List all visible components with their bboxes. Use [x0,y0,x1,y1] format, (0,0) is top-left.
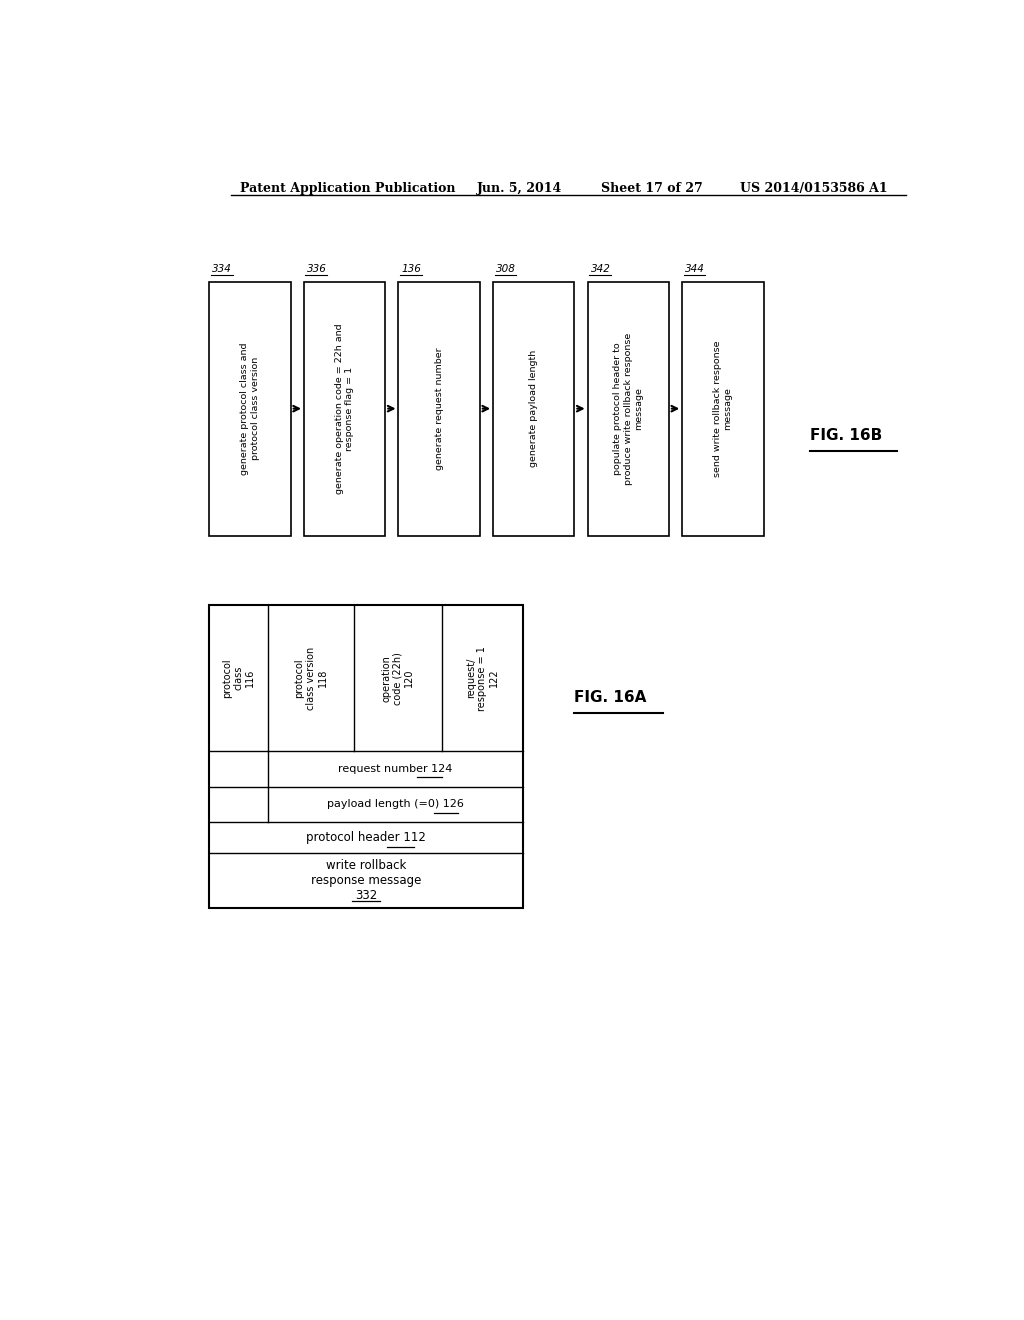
Text: Patent Application Publication: Patent Application Publication [241,182,456,194]
Text: populate protocol header to
produce write rollback response
message: populate protocol header to produce writ… [613,333,643,484]
Text: generate payload length: generate payload length [529,350,539,467]
Text: FIG. 16A: FIG. 16A [573,690,646,705]
Text: generate protocol class and
protocol class version: generate protocol class and protocol cla… [241,342,260,475]
FancyBboxPatch shape [398,281,480,536]
Text: protocol header 112: protocol header 112 [306,832,426,843]
Text: 342: 342 [591,264,610,275]
Text: request/
response = 1
122: request/ response = 1 122 [466,645,499,710]
Text: generate request number: generate request number [434,347,443,470]
FancyBboxPatch shape [682,281,764,536]
FancyBboxPatch shape [588,281,669,536]
Text: payload length (=0) 126: payload length (=0) 126 [328,800,464,809]
Text: 334: 334 [212,264,232,275]
FancyBboxPatch shape [493,281,574,536]
Text: 344: 344 [685,264,706,275]
Text: US 2014/0153586 A1: US 2014/0153586 A1 [740,182,888,194]
Text: operation
code (22h)
120: operation code (22h) 120 [381,652,415,705]
Text: FIG. 16B: FIG. 16B [810,428,883,444]
FancyBboxPatch shape [209,605,523,908]
Text: Jun. 5, 2014: Jun. 5, 2014 [477,182,562,194]
Text: 308: 308 [496,264,516,275]
FancyBboxPatch shape [209,281,291,536]
Text: 136: 136 [401,264,422,275]
Text: Sheet 17 of 27: Sheet 17 of 27 [601,182,702,194]
Text: write rollback
response message
332: write rollback response message 332 [311,859,422,902]
Text: send write rollback response
message: send write rollback response message [713,341,732,477]
Text: generate operation code = 22h and
response flag = 1: generate operation code = 22h and respon… [335,323,354,494]
Text: 336: 336 [307,264,327,275]
FancyBboxPatch shape [304,281,385,536]
Text: request number 124: request number 124 [339,764,453,774]
Text: protocol
class version
118: protocol class version 118 [294,647,328,710]
Text: protocol
class
116: protocol class 116 [222,659,255,698]
